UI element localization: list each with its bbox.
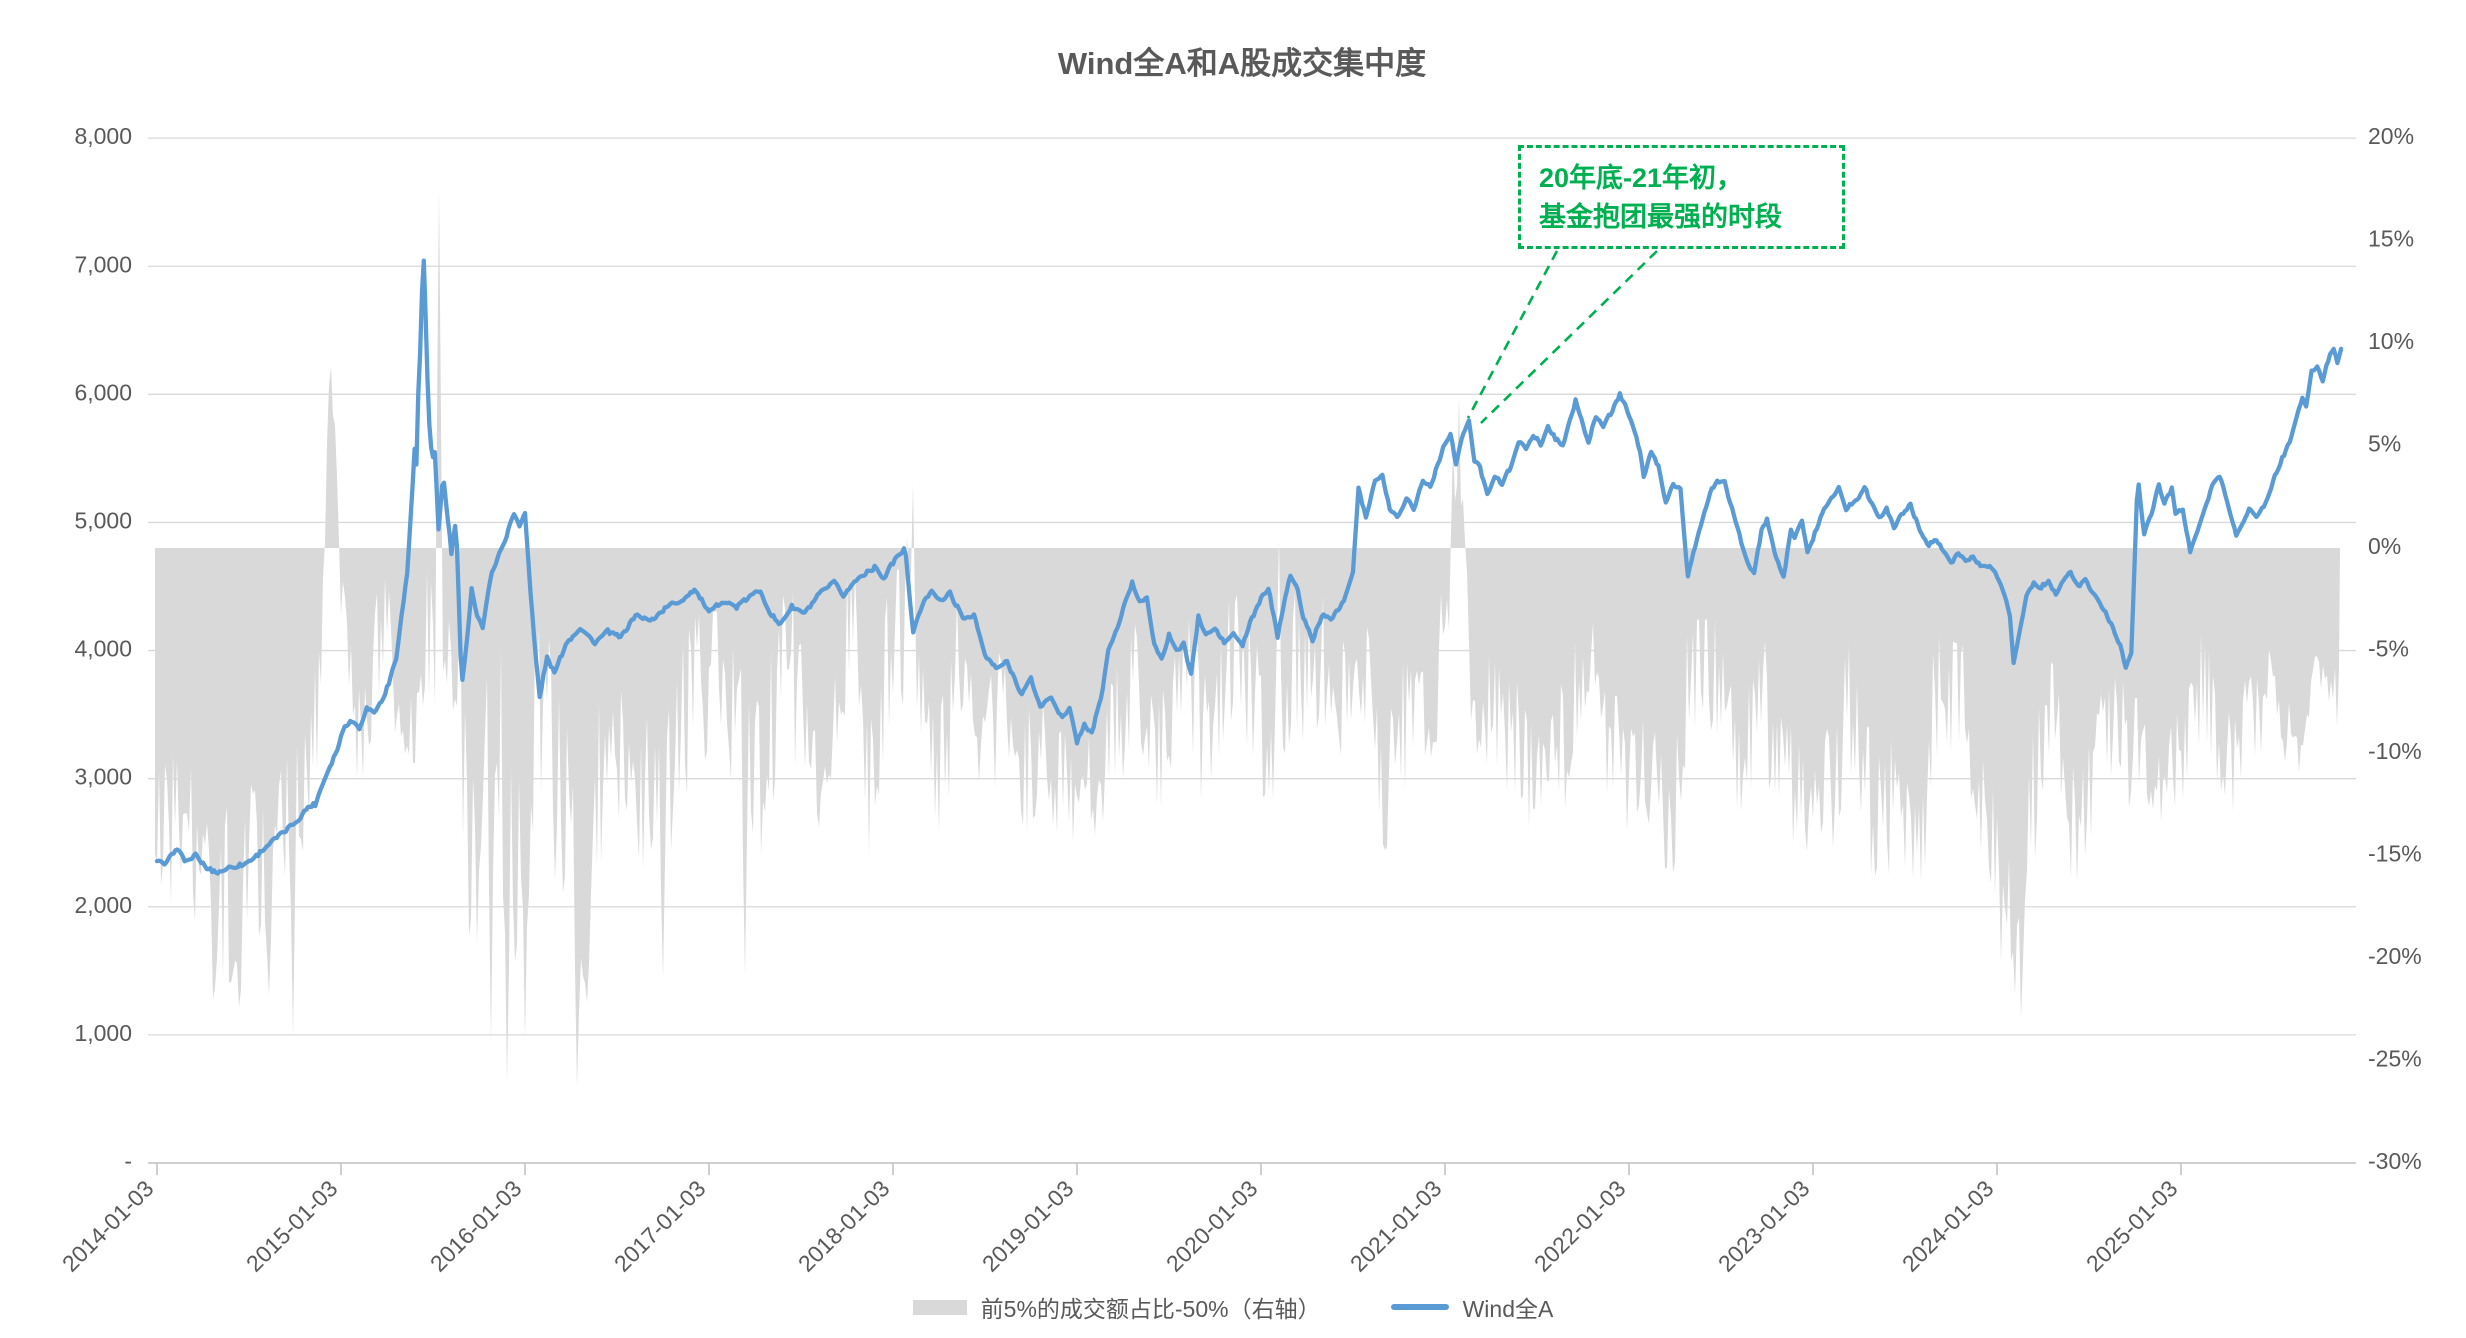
x-axis-tick-label: 2014-01-03	[57, 1175, 159, 1277]
left-axis-tick-label: 4,000	[74, 636, 132, 662]
x-axis-tick-label: 2022-01-03	[1529, 1175, 1631, 1277]
left-axis-tick-label: 7,000	[74, 251, 132, 277]
right-axis-tick-label: 20%	[2368, 123, 2414, 149]
right-axis-tick-label: -15%	[2368, 841, 2422, 867]
concentration-area-series	[155, 189, 2340, 1088]
annotation-leader-line	[1466, 250, 1559, 419]
x-axis-tick-label: 2019-01-03	[977, 1175, 1079, 1277]
right-axis-tick-labels: 20% 15% 10% 5% 0% -5% -10% -15% -20% -25% -30%	[2368, 123, 2422, 1174]
x-axis-tick-labels: 2014-01-03 2015-01-03 2016-01-03 2017-01-03…	[57, 1175, 2183, 1277]
legend-item-concentration: 前5%的成交额占比-50%（右轴）	[912, 1290, 1321, 1324]
left-axis-tick-label: 6,000	[74, 379, 132, 405]
left-axis-tick-label: 8,000	[74, 123, 132, 149]
x-axis-tick-label: 2023-01-03	[1713, 1175, 1815, 1277]
left-axis-tick-label: 2,000	[74, 892, 132, 918]
legend-item-windquana: Wind全A	[1390, 1290, 1554, 1324]
left-axis-tick-labels: 8,000 7,000 6,000 5,000 4,000 3,000 2,000 1,000…	[74, 123, 132, 1174]
x-axis-tick-label: 2020-01-03	[1161, 1175, 1263, 1277]
annotation-leader-line	[1480, 250, 1658, 424]
x-axis-tick-label: 2021-01-03	[1345, 1175, 1447, 1277]
left-axis-tick-label: 3,000	[74, 764, 132, 790]
right-axis-tick-label: -10%	[2368, 738, 2422, 764]
x-axis-tick-label: 2025-01-03	[2081, 1175, 2183, 1277]
left-axis-tick-label: 5,000	[74, 508, 132, 534]
area-swatch-icon	[912, 1299, 967, 1315]
x-axis	[148, 1162, 2356, 1175]
x-axis-tick-label: 2016-01-03	[425, 1175, 527, 1277]
right-axis-tick-label: -5%	[2368, 636, 2409, 662]
left-axis-tick-label: -	[124, 1148, 132, 1174]
right-axis-tick-label: -20%	[2368, 943, 2422, 969]
x-axis-tick-label: 2015-01-03	[241, 1175, 343, 1277]
x-axis-tick-label: 2017-01-03	[609, 1175, 711, 1277]
right-axis-tick-label: 0%	[2368, 533, 2401, 559]
right-axis-tick-label: 15%	[2368, 226, 2414, 252]
annotation-leader-lines	[1466, 250, 1658, 424]
right-axis-tick-label: -25%	[2368, 1046, 2422, 1072]
wind-quan-a-line-series	[154, 258, 2344, 876]
right-axis-tick-label: 10%	[2368, 328, 2414, 354]
left-axis-tick-label: 1,000	[74, 1020, 132, 1046]
legend-label-concentration: 前5%的成交额占比-50%（右轴）	[980, 1296, 1321, 1322]
x-axis-tick-label: 2018-01-03	[793, 1175, 895, 1277]
legend: 前5%的成交额占比-50%（右轴） Wind全A	[0, 1290, 2466, 1324]
right-axis-tick-label: -30%	[2368, 1148, 2422, 1174]
x-axis-tick-label: 2024-01-03	[1897, 1175, 1999, 1277]
annotation-callout: 20年底-21年初， 基金抱团最强的时段	[1518, 145, 1845, 249]
legend-label-windquana: Wind全A	[1462, 1296, 1554, 1322]
annotation-line-2: 基金抱团最强的时段	[1539, 202, 1782, 232]
right-axis-tick-label: 5%	[2368, 431, 2401, 457]
annotation-line-1: 20年底-21年初，	[1539, 163, 1744, 193]
line-swatch-icon	[1390, 1304, 1449, 1310]
chart-title: Wind全A和A股成交集中度	[1058, 46, 1426, 81]
